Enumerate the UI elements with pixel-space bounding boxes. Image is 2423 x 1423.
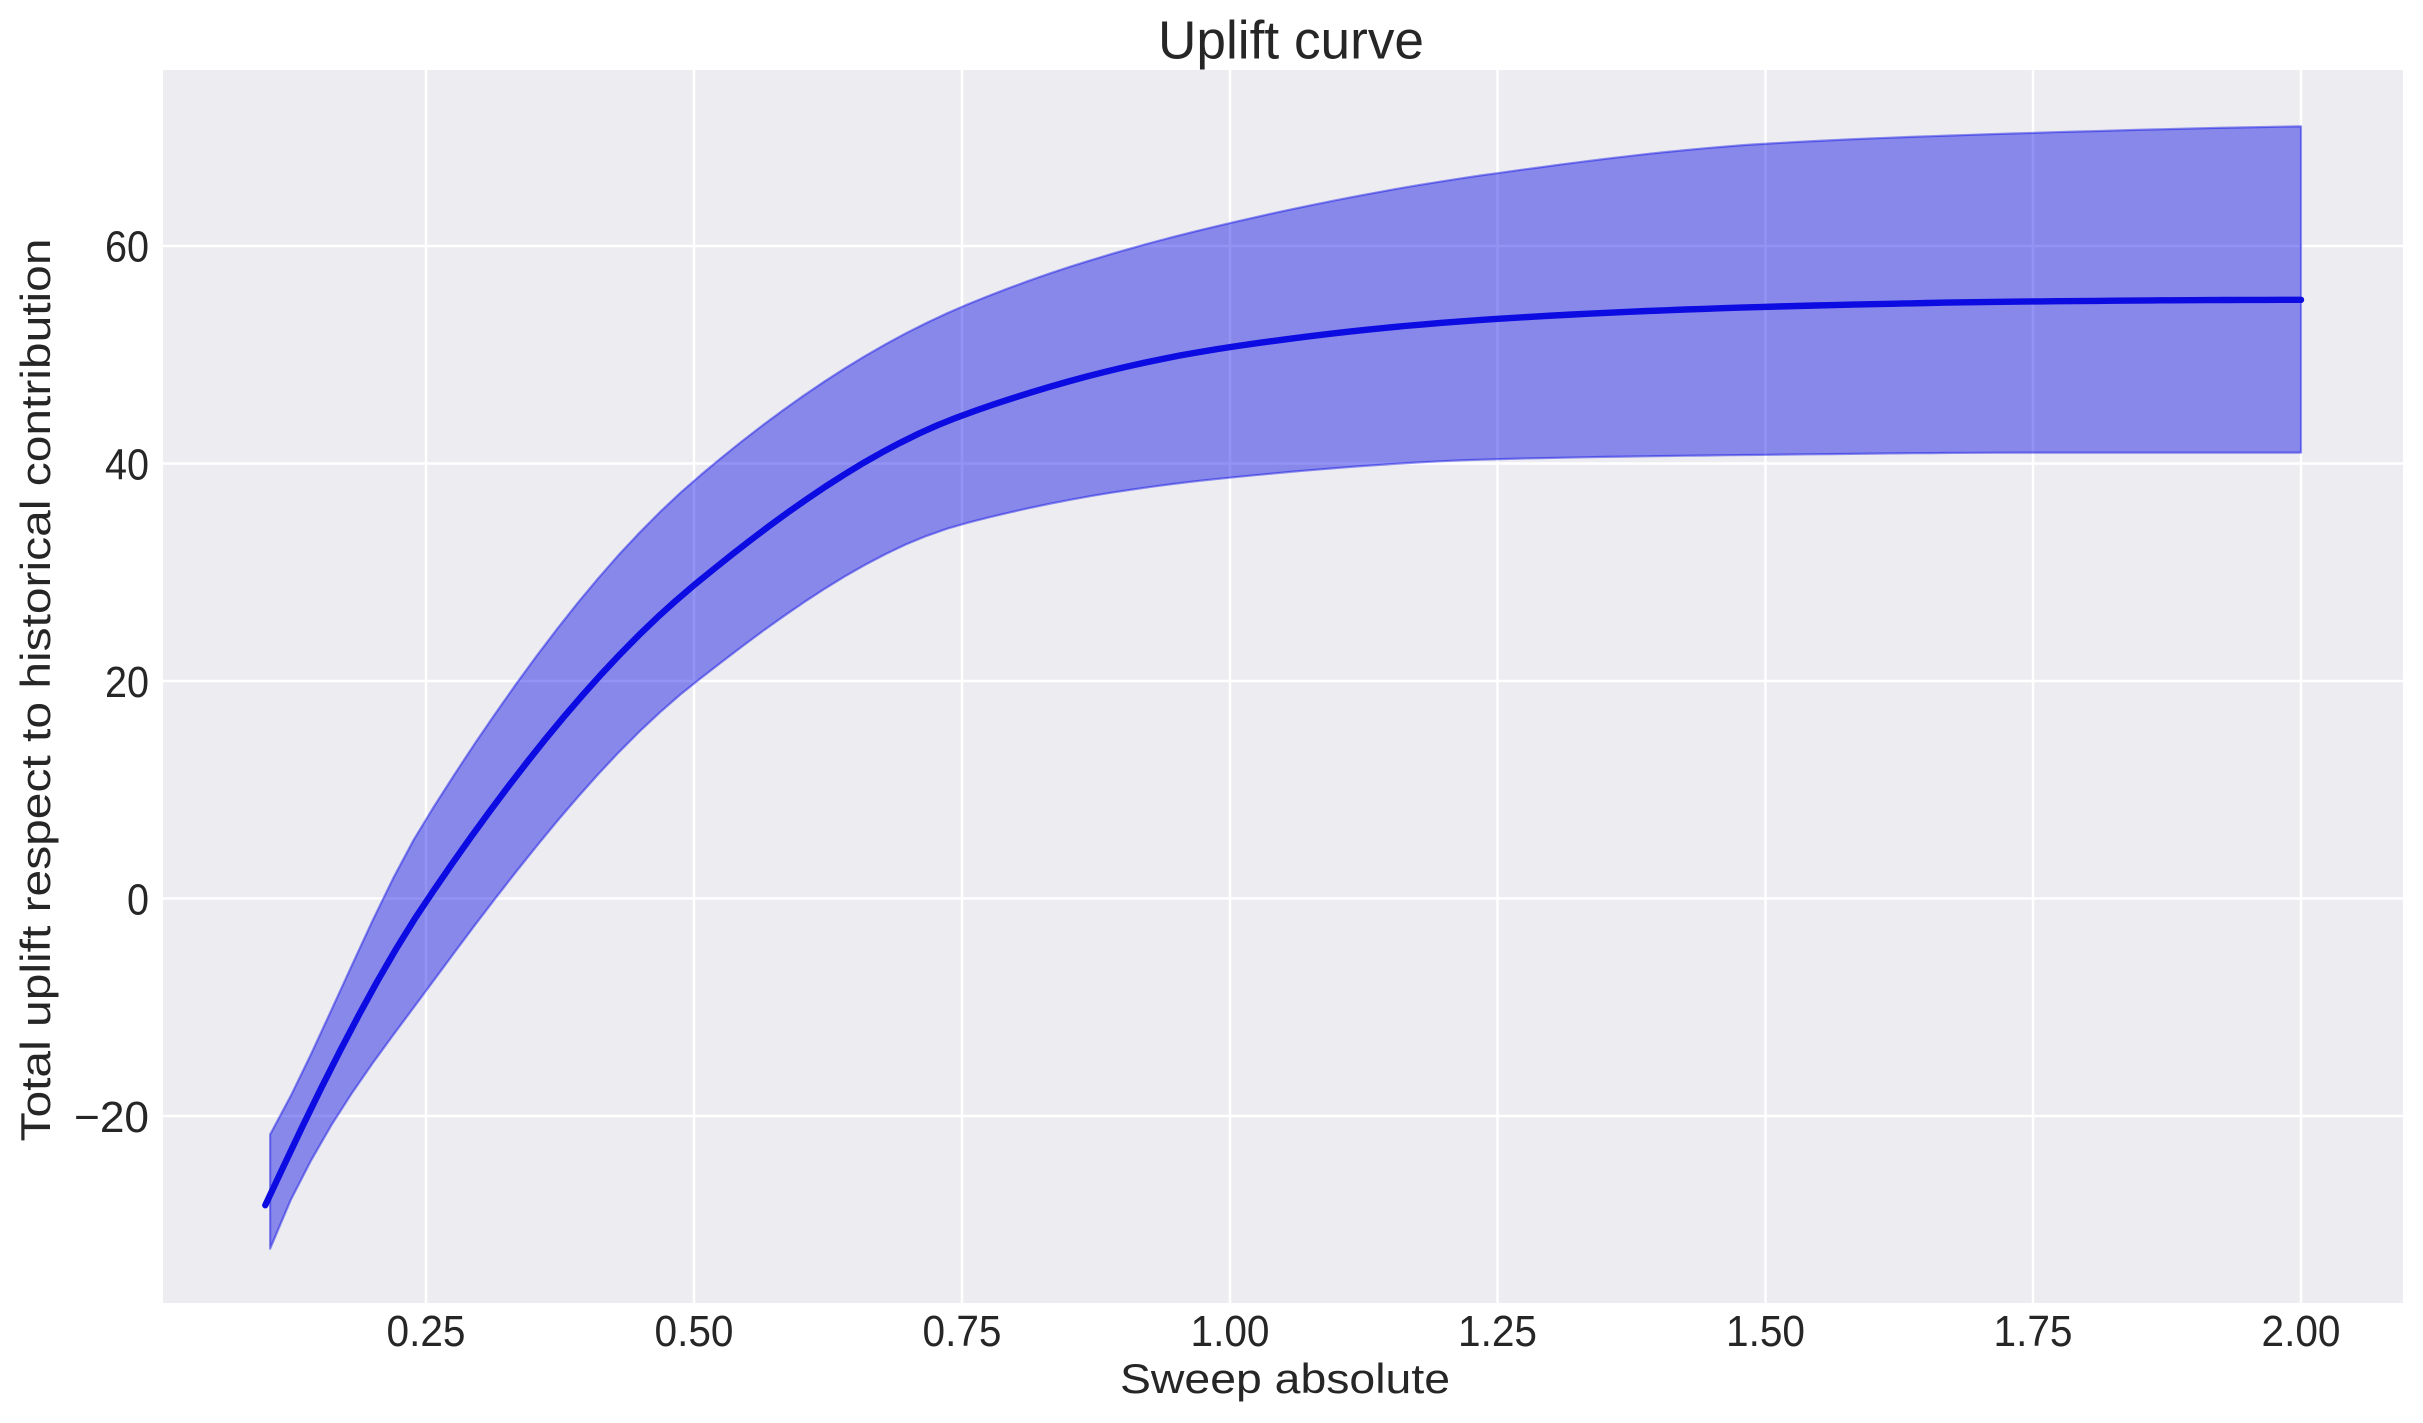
svg-text:Sweep absolute: Sweep absolute [1120,1355,1450,1402]
svg-text:1.75: 1.75 [1994,1307,2073,1356]
svg-text:−20: −20 [74,1093,149,1142]
svg-text:1.50: 1.50 [1726,1307,1805,1356]
svg-text:2.00: 2.00 [2262,1307,2341,1356]
svg-text:60: 60 [105,223,149,272]
svg-text:0: 0 [127,875,149,924]
svg-text:1.00: 1.00 [1191,1307,1270,1356]
svg-text:40: 40 [105,440,149,489]
svg-text:0.50: 0.50 [655,1307,734,1356]
svg-text:20: 20 [105,658,149,707]
svg-text:0.75: 0.75 [923,1307,1002,1356]
svg-text:Uplift curve: Uplift curve [1158,11,1424,71]
svg-text:1.25: 1.25 [1458,1307,1537,1356]
svg-text:Total uplift respect to histor: Total uplift respect to historical contr… [12,239,59,1142]
svg-text:0.25: 0.25 [387,1307,466,1356]
